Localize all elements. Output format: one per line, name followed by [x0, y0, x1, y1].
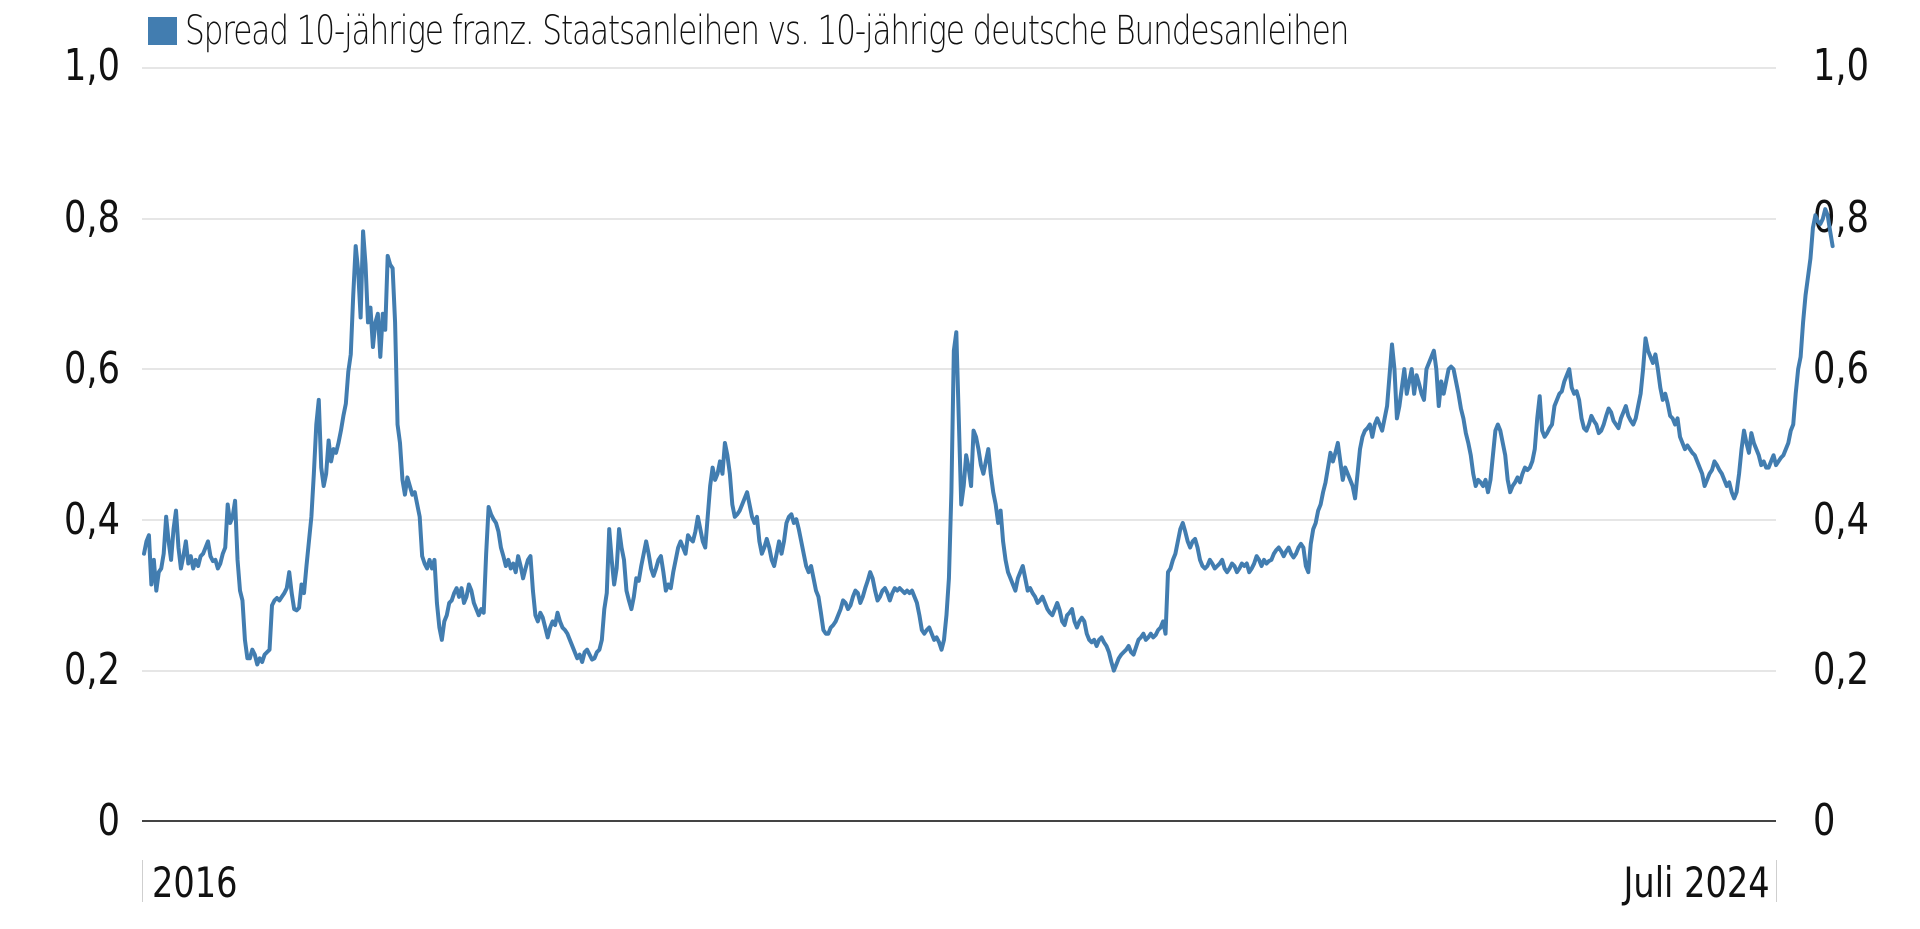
y-tick-right-1.0: 1,0 [1813, 40, 1869, 91]
y-tick-left-0.4: 0,4 [64, 494, 120, 545]
x-axis-start-marker [142, 860, 143, 902]
y-tick-left-1.0: 1,0 [64, 40, 120, 91]
y-tick-right-0.6: 0,6 [1813, 343, 1869, 394]
y-tick-left-0.6: 0,6 [64, 343, 120, 394]
legend-swatch-icon [148, 17, 177, 45]
y-tick-left-0.2: 0,2 [64, 644, 120, 695]
y-tick-right-0.4: 0,4 [1813, 494, 1869, 545]
gridlines [142, 67, 1776, 672]
y-tick-left-0.8: 0,8 [64, 192, 120, 243]
spread-series [144, 209, 1833, 670]
y-tick-right-0.2: 0,2 [1813, 644, 1869, 695]
x-tick-end: Juli 2024 [1623, 858, 1770, 907]
x-axis-end-marker [1776, 860, 1777, 902]
y-tick-left-0: 0 [97, 795, 120, 846]
legend: Spread 10-jährige franz. Staatsanleihen … [148, 8, 1676, 54]
legend-label: Spread 10-jährige franz. Staatsanleihen … [185, 8, 1349, 54]
y-tick-right-0: 0 [1813, 795, 1836, 846]
x-tick-start: 2016 [152, 858, 238, 907]
